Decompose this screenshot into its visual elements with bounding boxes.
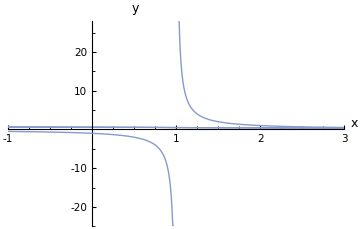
Text: x: x <box>351 117 358 130</box>
Text: y: y <box>132 2 139 15</box>
